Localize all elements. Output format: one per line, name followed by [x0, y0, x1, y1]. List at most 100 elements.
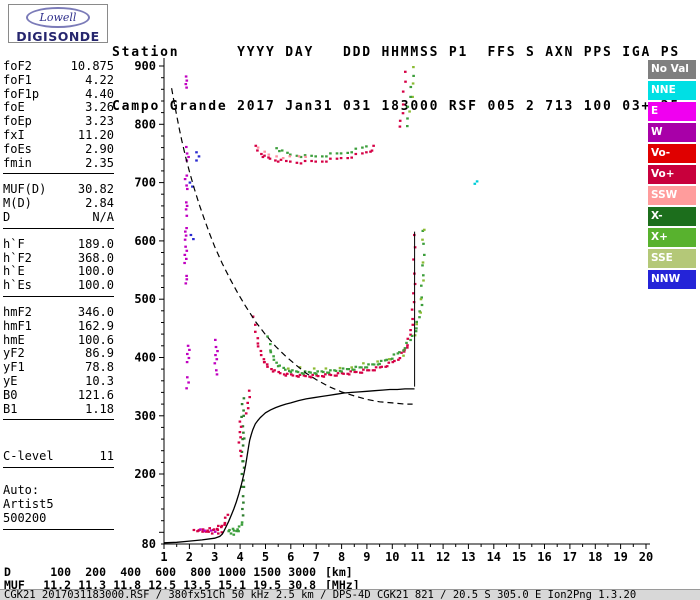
parameter-row: hmF2 346.0	[3, 304, 114, 320]
muf-row: MUF 11.2 11.3 11.8 12.5 13.5 15.1 19.5 30.8 [MHz]	[4, 578, 360, 592]
parameter-label: yE	[3, 373, 18, 388]
parameter-value: 78.8	[85, 360, 114, 375]
second-order-pink	[256, 146, 307, 160]
parameter-value: 4.22	[85, 72, 114, 87]
parameter-row: fmin 2.35	[3, 155, 114, 171]
parameter-group: MUF(D) 30.82 M(D) 2.84 D N/A	[3, 183, 114, 229]
legend-item-e: E	[648, 102, 696, 121]
parameter-row: Auto:	[3, 483, 114, 498]
distance-value: 3000	[288, 565, 316, 579]
parameter-label: B1	[3, 401, 18, 416]
svg-text:80: 80	[142, 537, 156, 551]
muf-value: 11.8	[113, 578, 141, 592]
parameter-label: foF2	[3, 59, 32, 73]
parameter-row: foE 3.26	[3, 101, 114, 115]
direction-legend: No Val NNE E W Vo- Vo+ SSW X- X+ SSE NNW	[648, 60, 698, 291]
parameter-value: 3.26	[85, 100, 114, 115]
parameter-row: yE 10.3	[3, 373, 114, 389]
muf-label: MUF	[4, 578, 25, 592]
svg-text:18: 18	[588, 550, 602, 564]
svg-text:300: 300	[134, 409, 156, 423]
parameter-label: M(D)	[3, 196, 32, 211]
svg-text:20: 20	[639, 550, 653, 564]
f-trace-extraordinary	[266, 229, 426, 375]
parameter-row: hmE 100.6	[3, 332, 114, 348]
svg-text:800: 800	[134, 117, 156, 131]
parameter-row: B1 1.18	[3, 401, 114, 417]
parameter-group: C-level 11	[3, 449, 114, 469]
distance-value: 200	[85, 565, 106, 579]
parameter-row: MUF(D) 30.82	[3, 183, 114, 197]
parameter-label: Artist5	[3, 496, 54, 511]
svg-text:13: 13	[461, 550, 475, 564]
legend-item-x+: X+	[648, 228, 696, 247]
f1-cusp-red-column	[237, 389, 251, 458]
lowell-digisonde-logo: Lowell DIGISONDE	[8, 4, 108, 44]
parameter-label: hmF2	[3, 304, 32, 319]
parameter-row: B0 121.6	[3, 388, 114, 403]
svg-text:1: 1	[160, 550, 167, 564]
distance-value: 1500	[253, 565, 281, 579]
legend-item-nnw: NNW	[648, 270, 696, 289]
svg-text:2: 2	[186, 550, 193, 564]
svg-text:16: 16	[537, 550, 551, 564]
true-height-profile	[163, 388, 415, 544]
parameter-row: yF1 78.8	[3, 360, 114, 375]
parameter-group: Auto: Artist5 500200	[3, 483, 114, 530]
svg-text:10: 10	[385, 550, 399, 564]
legend-item-w: W	[648, 123, 696, 142]
parameter-value: 30.82	[77, 182, 114, 197]
legend-item-vo+: Vo+	[648, 165, 696, 184]
distance-unit: [km]	[325, 565, 353, 579]
parameter-value: 4.40	[85, 86, 114, 101]
distance-label: D	[4, 565, 11, 579]
parameter-value: 100.6	[77, 332, 114, 347]
lowell-logo-oval: Lowell	[26, 7, 90, 28]
parameter-group: h`F 189.0 h`F2 368.0 h`E 100.0 h`Es 100.0	[3, 237, 114, 297]
svg-text:500: 500	[134, 292, 156, 306]
parameter-label: MUF(D)	[3, 182, 47, 197]
parameter-label: yF1	[3, 360, 25, 375]
svg-text:900: 900	[134, 59, 156, 73]
muf-value: 15.1	[218, 578, 246, 592]
interference-cyan	[473, 180, 479, 185]
legend-item-sse: SSE	[648, 249, 696, 268]
parameter-label: foE	[3, 100, 25, 115]
parameter-value: 3.23	[85, 114, 114, 129]
svg-text:200: 200	[134, 467, 156, 481]
interference-magenta	[183, 75, 219, 533]
parameter-row: hmF1 162.9	[3, 319, 114, 334]
parameter-group: hmF2 346.0 hmF1 162.9 hmE 100.6 yF2 86.9 yF1 78.8…	[3, 304, 114, 421]
parameter-label: D	[3, 209, 11, 224]
ionogram-chart: 900 800 700 600 500 400 300 200 80 1 2 3 4 5 6 7 8 9 10 11 1…	[118, 48, 700, 568]
parameter-row: foEs 2.90	[3, 141, 114, 157]
parameter-row: Artist5	[3, 496, 114, 512]
parameter-panel: foF2 10.875 foF1 4.22 foF1p 4.40 foE 3.26 foEp 3.…	[3, 59, 114, 539]
svg-text:9: 9	[363, 550, 370, 564]
distance-value: 400	[120, 565, 141, 579]
legend-item-ssw: SSW	[648, 186, 696, 205]
muf-unit: [MHz]	[325, 578, 360, 592]
legend-item-nne: NNE	[648, 81, 696, 100]
parameter-group: foF2 10.875 foF1 4.22 foF1p 4.40 foE 3.26 foEp 3.…	[3, 59, 114, 175]
parameter-value: 2.35	[85, 155, 114, 170]
parameter-label: h`F2	[3, 250, 32, 265]
parameter-row: fxI 11.20	[3, 128, 114, 143]
parameter-value: N/A	[92, 209, 114, 224]
distance-value: 600	[155, 565, 176, 579]
distance-value: 800	[190, 565, 211, 579]
parameter-value: 2.90	[85, 141, 114, 156]
legend-item-vo-: Vo-	[648, 144, 696, 163]
status-bar: CGK21_2017031183000.RSF / 380fx51Ch 50 k…	[0, 589, 700, 600]
parameter-row: D N/A	[3, 209, 114, 225]
parameter-label: h`Es	[3, 278, 32, 293]
parameter-row: foEp 3.23	[3, 114, 114, 129]
parameter-label: foEp	[3, 114, 32, 129]
parameter-value: 1.18	[85, 401, 114, 416]
svg-text:400: 400	[134, 351, 156, 365]
parameter-label: Auto:	[3, 483, 40, 498]
svg-text:700: 700	[134, 176, 156, 190]
parameter-value: 11	[99, 449, 114, 464]
